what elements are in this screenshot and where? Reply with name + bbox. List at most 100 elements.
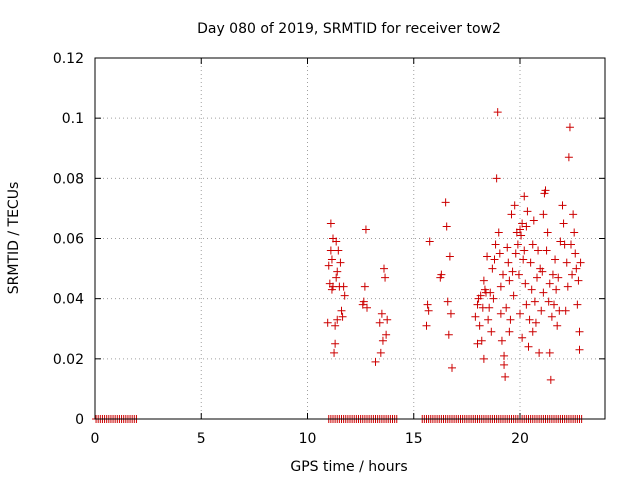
data-point: [331, 339, 340, 348]
data-point: [375, 318, 384, 327]
data-point: [500, 360, 509, 369]
data-point: [541, 186, 550, 195]
data-point: [522, 300, 531, 309]
data-point: [544, 297, 553, 306]
data-point: [337, 306, 346, 315]
data-point: [360, 282, 369, 291]
data-point: [361, 225, 370, 234]
data-point: [559, 219, 568, 228]
data-point: [486, 288, 495, 297]
data-point: [479, 354, 488, 363]
data-point: [530, 297, 539, 306]
data-point: [340, 291, 349, 300]
data-point: [519, 255, 528, 264]
data-point: [378, 336, 387, 345]
data-point: [570, 228, 579, 237]
data-point: [371, 357, 380, 366]
data-point: [326, 219, 335, 228]
data-point: [499, 270, 507, 279]
data-point: [339, 282, 348, 291]
data-point: [424, 306, 433, 315]
data-point: [513, 240, 522, 249]
data-point: [492, 174, 501, 183]
data-point: [332, 273, 341, 282]
data-point: [527, 285, 536, 294]
data-point: [503, 243, 512, 252]
data-point: [575, 345, 584, 354]
data-point: [521, 279, 530, 288]
data-point: [333, 267, 342, 276]
data-point: [520, 192, 529, 201]
data-point: [550, 300, 558, 309]
x-axis-title: GPS time / hours: [290, 459, 407, 475]
data-point: [496, 309, 505, 318]
data-point: [511, 249, 520, 258]
data-point: [548, 270, 557, 279]
data-point: [497, 336, 506, 345]
data-point: [543, 228, 552, 237]
axis-ticks: 0 5 10 15 20 0 0.02 0.04 0.06 0.08 0.1 0.12: [53, 51, 605, 447]
data-point: [491, 240, 500, 249]
data-point: [523, 207, 532, 216]
data-point: [382, 330, 391, 339]
data-point: [506, 315, 515, 324]
data-point: [539, 288, 548, 297]
data-point: [573, 300, 582, 309]
data-point: [494, 228, 503, 237]
data-point: [542, 246, 551, 255]
data-point: [380, 264, 388, 273]
data-point: [377, 309, 386, 318]
data-point: [437, 270, 446, 279]
data-point: [445, 252, 454, 261]
data-point: [569, 210, 578, 219]
data-point: [537, 306, 546, 315]
data-point: [493, 108, 502, 117]
data-point: [509, 291, 518, 300]
data-point: [528, 327, 537, 336]
data-point: [475, 321, 484, 330]
data-point: [538, 267, 547, 276]
data-point: [441, 198, 450, 207]
data-point: [522, 222, 531, 231]
data-point: [505, 327, 514, 336]
data-point: [576, 258, 585, 267]
data-point: [533, 273, 541, 282]
data-markers: [92, 108, 586, 423]
y-tick-label: 0.12: [53, 51, 84, 67]
data-point: [363, 303, 371, 312]
data-point: [563, 282, 572, 291]
data-point: [448, 363, 456, 372]
data-point: [524, 342, 533, 351]
data-point: [485, 303, 494, 312]
y-tick-label: 0.04: [53, 292, 84, 308]
x-tick-label: 15: [405, 431, 423, 447]
y-tick-label: 0.08: [53, 171, 84, 187]
data-point: [330, 348, 339, 357]
data-point: [514, 270, 523, 279]
data-point: [520, 246, 529, 255]
data-point: [483, 252, 492, 261]
y-tick-label: 0.1: [62, 111, 84, 127]
data-point: [488, 264, 497, 273]
data-point: [558, 201, 567, 210]
data-point: [479, 276, 488, 285]
y-axis-title: SRMTID / TECUs: [6, 182, 22, 295]
data-point: [476, 291, 485, 300]
data-point: [516, 309, 524, 318]
data-point: [564, 153, 573, 162]
data-point: [565, 123, 574, 132]
data-point: [331, 321, 340, 330]
data-point: [518, 219, 527, 228]
data-point: [501, 372, 510, 381]
data-point: [333, 315, 342, 324]
data-point: [539, 210, 548, 219]
data-point: [571, 249, 580, 258]
data-point: [442, 222, 451, 231]
data-point: [525, 315, 534, 324]
data-point: [534, 246, 543, 255]
data-point: [531, 318, 540, 327]
data-point: [326, 246, 335, 255]
data-point: [495, 249, 504, 258]
data-point: [568, 270, 577, 279]
